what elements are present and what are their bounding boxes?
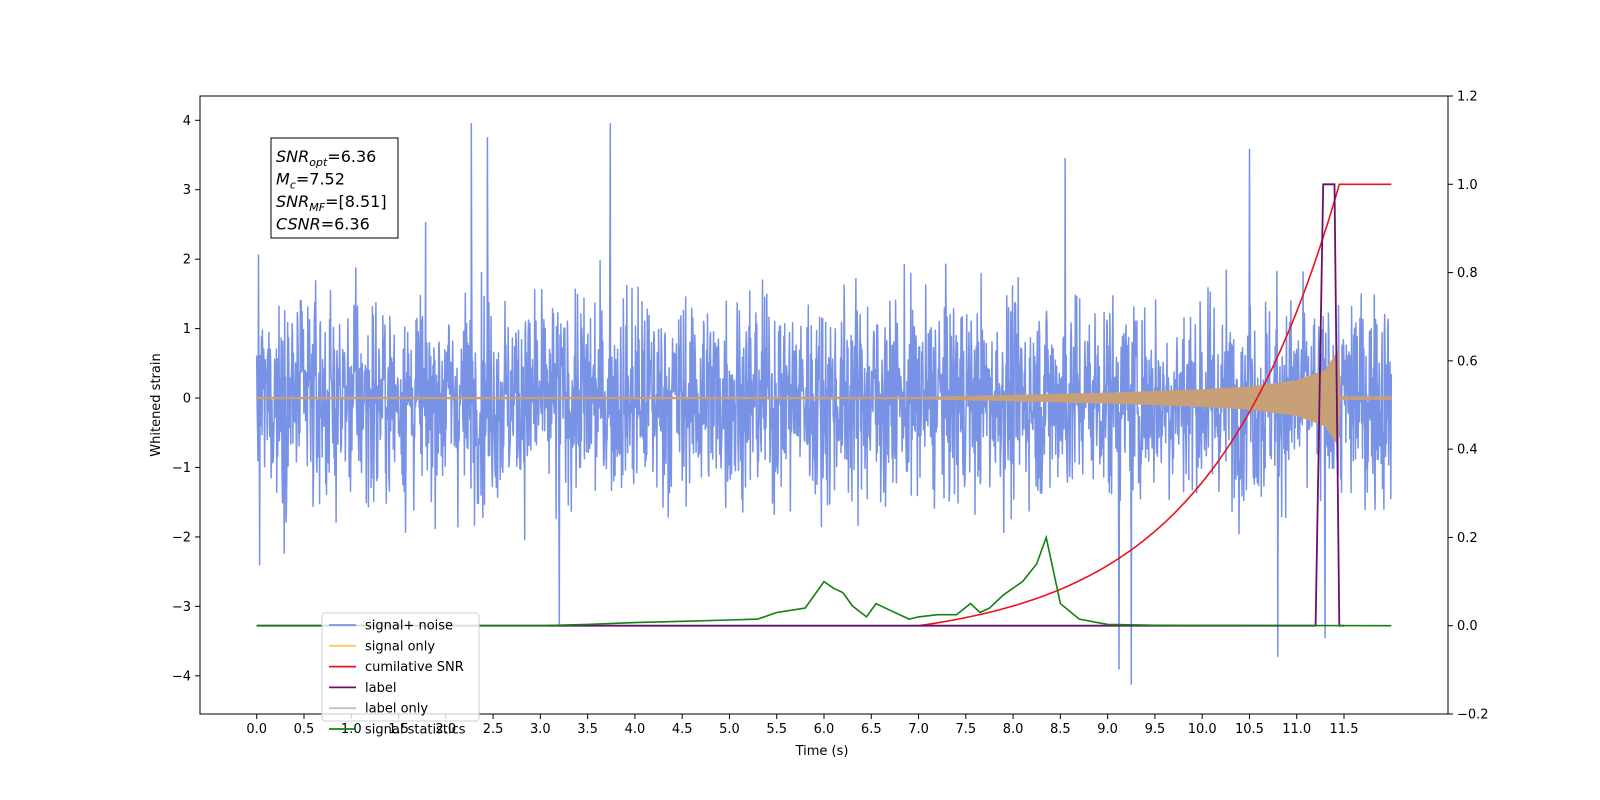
- x-tick-label: 0.5: [294, 722, 315, 737]
- x-tick-label: 1.5: [388, 722, 409, 737]
- annotation-symbol: CSNR: [276, 215, 321, 234]
- legend-label: label only: [365, 702, 428, 717]
- annotation-subscript: opt: [309, 156, 328, 169]
- y2-tick-label: 1.2: [1457, 90, 1478, 105]
- y2-tick-label: 1.0: [1457, 178, 1478, 193]
- y-tick-label: 0: [183, 392, 191, 407]
- y-tick-label: −3: [172, 600, 191, 615]
- y-tick-label: 4: [183, 114, 191, 129]
- legend-label: cumilative SNR: [365, 660, 464, 675]
- y2-tick-label: 0.0: [1457, 619, 1478, 634]
- y-tick-label: −4: [172, 669, 191, 684]
- x-tick-label: 8.0: [1003, 722, 1024, 737]
- series-layer: [255, 123, 1393, 685]
- y2-tick-label: 0.8: [1457, 266, 1478, 281]
- x-tick-label: 6.5: [861, 722, 882, 737]
- x-tick-label: 9.0: [1097, 722, 1118, 737]
- y-tick-label: −1: [172, 461, 191, 476]
- legend-label: signal+ noise: [365, 619, 453, 634]
- annotation-symbol: SNR: [276, 192, 309, 211]
- annotation-line: SNRopt=6.36: [276, 147, 376, 169]
- x-tick-label: 7.5: [955, 722, 976, 737]
- x-tick-label: 2.0: [435, 722, 456, 737]
- annotation-value: =6.36: [327, 147, 376, 166]
- x-tick-label: 9.5: [1145, 722, 1166, 737]
- annotation-value: =[8.51]: [325, 192, 387, 211]
- legend-label: signal only: [365, 639, 435, 654]
- x-tick-label: 8.5: [1050, 722, 1071, 737]
- x-tick-label: 2.5: [483, 722, 504, 737]
- x-tick-label: 6.0: [814, 722, 835, 737]
- annotation-line: CSNR=6.36: [276, 215, 370, 234]
- y2-tick-label: 0.4: [1457, 443, 1478, 458]
- annotation-value: =6.36: [321, 215, 370, 234]
- annotation-subscript: c: [290, 179, 296, 192]
- annotation-subscript: MF: [309, 201, 325, 214]
- annotation-line: Mc=7.52: [276, 170, 345, 192]
- signal-statistics-line: [256, 534, 1392, 627]
- y2-tick-label: 0.2: [1457, 531, 1478, 546]
- x-tick-label: 5.0: [719, 722, 740, 737]
- x-tick-label: 10.5: [1235, 722, 1264, 737]
- x-tick-label: 4.5: [672, 722, 693, 737]
- y-tick-label: 2: [183, 253, 191, 268]
- annotation-value: =7.52: [296, 170, 345, 189]
- signal-only-area: [256, 349, 1392, 447]
- x-tick-label: 11.5: [1330, 722, 1359, 737]
- x-tick-label: 11.0: [1282, 722, 1311, 737]
- y2-tick-label: 0.6: [1457, 354, 1478, 369]
- annotation-symbol: SNR: [276, 147, 309, 166]
- y-tick-label: 3: [183, 183, 191, 198]
- cumulative-snr-line: [918, 183, 1392, 627]
- annotation-line: SNRMF=[8.51]: [276, 192, 387, 214]
- x-tick-label: 4.0: [625, 722, 646, 737]
- y-axis-ticks: 4 3 2 1 0 −1 −2 −3 −4: [172, 114, 200, 684]
- x-tick-label: 3.0: [530, 722, 551, 737]
- legend-label: label: [365, 681, 396, 696]
- x-tick-label: 7.0: [908, 722, 929, 737]
- x-axis-label: Time (s): [795, 744, 849, 759]
- legend: signal+ noise signal only cumilative SNR la…: [321, 612, 480, 738]
- x-tick-label: 0.0: [246, 722, 267, 737]
- x-tick-label: 3.5: [577, 722, 598, 737]
- y-tick-label: −2: [172, 530, 191, 545]
- legend-box: [321, 612, 480, 722]
- y2-axis-ticks: 1.2 1.0 0.8 0.6 0.4 0.2 0.0 −0.2: [1448, 90, 1489, 723]
- x-tick-label: 10.0: [1188, 722, 1217, 737]
- annotation-symbol: M: [276, 170, 290, 189]
- y-axis-label: Whitened strain: [149, 353, 164, 456]
- x-axis-ticks: 0.0 0.5 1.0 1.5 2.0 2.5 3.0 3.5 4.0 4.5 5.0 5.5 6.0 6…: [246, 714, 1358, 737]
- y2-tick-label: −0.2: [1457, 708, 1489, 723]
- legend-label: signal statistics: [365, 723, 466, 738]
- x-tick-label: 5.5: [766, 722, 787, 737]
- y-tick-label: 1: [183, 322, 191, 337]
